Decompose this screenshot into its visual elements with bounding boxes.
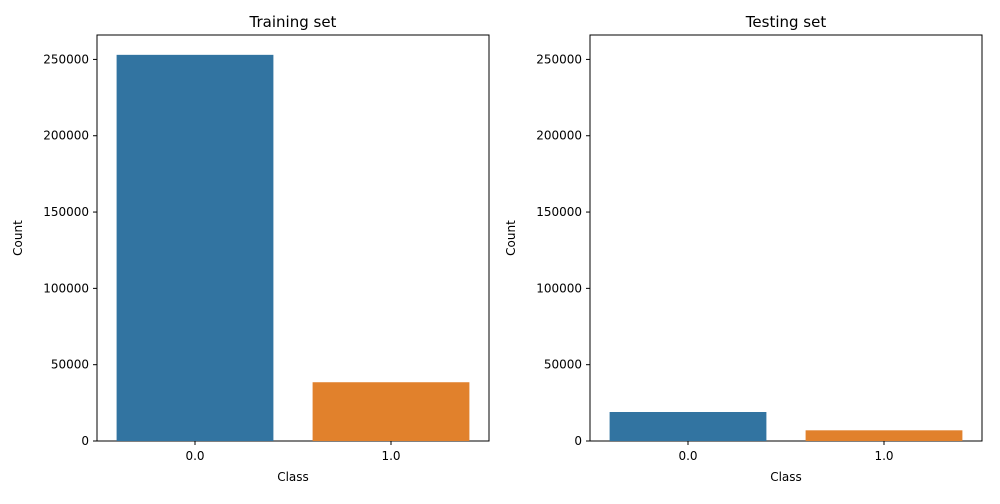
- testing-set-bar-1.0: [805, 430, 963, 441]
- training-set-y-tick-label: 150000: [43, 205, 89, 219]
- testing-set-y-ticks: 0 50000 100000 150000 200000 250000: [536, 52, 590, 448]
- testing-set-x-axis-label: Class: [770, 470, 802, 484]
- training-set-y-ticks: 0 50000 100000 150000 200000 250000: [43, 52, 97, 448]
- testing-set-y-tick-label: 250000: [536, 52, 582, 66]
- testing-set-y-axis-label: Count: [504, 220, 518, 256]
- training-set-x-ticks: 0.0 1.0: [185, 441, 401, 463]
- training-set-x-tick-label: 1.0: [381, 449, 400, 463]
- training-set-plot-area: [96, 34, 490, 442]
- training-set-bars: [116, 54, 470, 442]
- testing-set-y-tick-label: 150000: [536, 205, 582, 219]
- testing-set-y-tick-label: 100000: [536, 281, 582, 295]
- testing-set-panel: Testing set 0 50000 100000 150000 200000 2500…: [504, 13, 983, 484]
- testing-set-x-ticks: 0.0 1.0: [678, 441, 894, 463]
- training-set-bar-1.0: [312, 382, 470, 441]
- training-set-bar-0.0: [116, 54, 274, 442]
- training-set-y-tick-label: 100000: [43, 281, 89, 295]
- testing-set-y-tick-label: 0: [574, 434, 582, 448]
- training-set-x-tick-label: 0.0: [185, 449, 204, 463]
- training-set-y-tick-label: 250000: [43, 52, 89, 66]
- testing-set-plot-area: [589, 34, 983, 442]
- training-set-x-axis-label: Class: [277, 470, 309, 484]
- training-set-title: Training set: [249, 13, 337, 31]
- training-set-y-axis-label: Count: [11, 220, 25, 256]
- training-set-y-tick-label: 0: [81, 434, 89, 448]
- testing-set-y-tick-label: 50000: [544, 358, 582, 372]
- testing-set-x-tick-label: 1.0: [874, 449, 893, 463]
- testing-set-bars: [609, 412, 963, 441]
- training-set-y-tick-label: 200000: [43, 129, 89, 143]
- testing-set-bar-0.0: [609, 412, 767, 441]
- testing-set-x-tick-label: 0.0: [678, 449, 697, 463]
- testing-set-title: Testing set: [745, 13, 827, 31]
- training-set-y-tick-label: 50000: [51, 358, 89, 372]
- testing-set-y-tick-label: 200000: [536, 129, 582, 143]
- training-set-panel: Training set 0 50000 100000 150000 200000 250…: [11, 13, 490, 484]
